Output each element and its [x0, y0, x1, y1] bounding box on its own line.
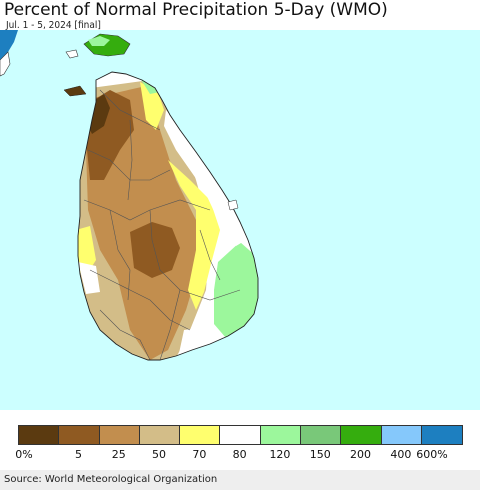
legend-swatch-9: [381, 426, 422, 444]
legend-swatch-4: [180, 426, 221, 444]
legend-colorbar: [18, 425, 464, 445]
legend-swatch-3: [139, 426, 181, 444]
legend-label-7: 150: [309, 448, 331, 461]
zone-80-east: [164, 110, 246, 246]
legend-swatch-10: [421, 426, 463, 444]
legend-label-8: 200: [350, 448, 372, 461]
legend-swatch-0: [19, 426, 60, 444]
legend-label-0: 0%: [15, 448, 33, 461]
map-title: Percent of Normal Precipitation 5-Day (W…: [4, 0, 388, 20]
legend-label-9: 400: [390, 448, 412, 461]
legend-label-3: 50: [152, 448, 167, 461]
legend-label-6: 120: [269, 448, 291, 461]
precipitation-map: [0, 30, 480, 410]
east-islet: [227, 199, 239, 211]
legend-swatch-8: [341, 426, 382, 444]
legend-swatch-6: [260, 426, 302, 444]
map-subtitle: Jul. 1 - 5, 2024 [final]: [6, 20, 101, 31]
legend-swatch-5: [220, 426, 261, 444]
legend-label-1: 5: [74, 448, 82, 461]
ocean: [0, 30, 480, 410]
zone-120-east: [214, 242, 258, 338]
jaffna-light: [88, 36, 110, 46]
legend-label-5: 80: [232, 448, 247, 461]
legend-labels: 0% 5 25 50 70 80 120 150 200 400 600%: [0, 448, 480, 462]
india-coast: [0, 30, 18, 60]
legend-swatch-2: [99, 426, 140, 444]
source-credit: Source: World Meteorological Organizatio…: [4, 474, 218, 485]
northern-islands: [65, 49, 79, 59]
legend-swatch-7: [301, 426, 342, 444]
mannar-island: [63, 85, 87, 97]
footer: Source: World Meteorological Organizatio…: [0, 470, 480, 490]
legend-label-2: 25: [111, 448, 126, 461]
legend-label-10: 600%: [416, 448, 448, 461]
legend-swatch-1: [59, 426, 100, 444]
zone-80-west: [78, 262, 100, 294]
zone-70-east: [168, 160, 220, 310]
zone-5-central: [130, 222, 180, 278]
zone-80-south: [178, 326, 226, 358]
district-boundaries: [83, 89, 241, 360]
island-outline: [77, 71, 259, 361]
legend-label-4: 70: [192, 448, 207, 461]
india-coast-light: [0, 51, 11, 77]
